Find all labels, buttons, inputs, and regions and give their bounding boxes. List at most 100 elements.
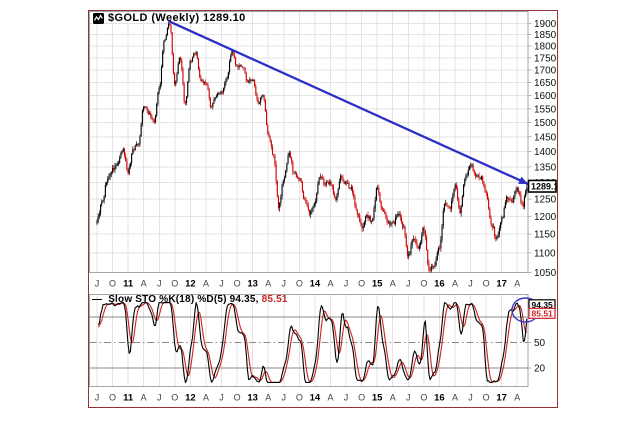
svg-text:1100: 1100 bbox=[534, 248, 556, 259]
svg-text:J: J bbox=[406, 279, 411, 289]
price-x-axis: J O 11 A J O 12 A J O 13 A J O 14 A J O 15 A J O 16 A J O 17 A bbox=[95, 279, 520, 290]
svg-text:1900: 1900 bbox=[534, 19, 557, 30]
svg-text:J: J bbox=[344, 279, 349, 289]
svg-text:O: O bbox=[483, 279, 490, 289]
svg-text:O: O bbox=[234, 393, 241, 403]
svg-text:O: O bbox=[296, 393, 303, 403]
trendline bbox=[168, 20, 530, 186]
svg-text:11: 11 bbox=[123, 393, 134, 404]
svg-text:11: 11 bbox=[123, 279, 134, 290]
svg-text:1289.10: 1289.10 bbox=[531, 182, 557, 192]
svg-text:13: 13 bbox=[247, 279, 258, 290]
svg-text:50: 50 bbox=[534, 338, 546, 349]
svg-text:1850: 1850 bbox=[534, 30, 557, 41]
svg-text:1600: 1600 bbox=[534, 91, 557, 102]
svg-text:A: A bbox=[265, 393, 271, 403]
svg-text:20: 20 bbox=[534, 364, 546, 375]
svg-text:O: O bbox=[109, 393, 116, 403]
svg-text:15: 15 bbox=[372, 279, 383, 290]
svg-text:1200: 1200 bbox=[534, 212, 557, 223]
svg-text:O: O bbox=[358, 393, 365, 403]
svg-text:J: J bbox=[219, 393, 224, 403]
svg-text:1400: 1400 bbox=[534, 147, 557, 158]
svg-text:O: O bbox=[171, 393, 178, 403]
svg-text:O: O bbox=[109, 279, 116, 289]
symbol-title-text: $GOLD (Weekly) 1289.10 bbox=[108, 12, 246, 24]
svg-text:J: J bbox=[406, 393, 411, 403]
svg-text:1350: 1350 bbox=[534, 162, 557, 173]
last-price-box: 1289.10 bbox=[527, 179, 564, 193]
svg-text:A: A bbox=[514, 279, 520, 289]
svg-text:14: 14 bbox=[310, 393, 321, 404]
svg-text:A: A bbox=[390, 393, 396, 403]
svg-text:16: 16 bbox=[434, 393, 445, 404]
svg-text:O: O bbox=[296, 279, 303, 289]
svg-text:J: J bbox=[468, 393, 473, 403]
svg-text:J: J bbox=[282, 393, 287, 403]
svg-text:J: J bbox=[157, 279, 162, 289]
svg-text:13: 13 bbox=[247, 393, 258, 404]
svg-text:1550: 1550 bbox=[534, 104, 557, 115]
svg-text:J: J bbox=[219, 279, 224, 289]
svg-text:A: A bbox=[265, 279, 271, 289]
stochastic-legend: — Slow STO %K(18) %D(5) 94.35, 85.51 bbox=[92, 294, 288, 305]
svg-text:12: 12 bbox=[185, 393, 196, 404]
svg-text:1650: 1650 bbox=[534, 78, 557, 89]
stochastic-legend-label: Slow STO %K(18) %D(5) bbox=[108, 294, 227, 305]
svg-text:O: O bbox=[234, 279, 241, 289]
stochastic-d-value: 85.51 bbox=[261, 294, 288, 305]
svg-text:O: O bbox=[358, 279, 365, 289]
chart-frame: $GOLD (Weekly) 1289.10 — Slow STO %K(18)… bbox=[88, 10, 564, 408]
svg-text:J: J bbox=[468, 279, 473, 289]
svg-text:1150: 1150 bbox=[534, 230, 556, 241]
svg-text:94.35: 94.35 bbox=[532, 300, 554, 310]
stoch-k-line bbox=[97, 302, 528, 383]
svg-text:J: J bbox=[282, 279, 287, 289]
chart-title: $GOLD (Weekly) 1289.10 bbox=[93, 12, 246, 24]
svg-text:O: O bbox=[171, 279, 178, 289]
svg-text:J: J bbox=[95, 393, 100, 403]
svg-text:14: 14 bbox=[310, 279, 321, 290]
plot-borders bbox=[89, 11, 529, 387]
stochastic-k-value: 94.35, bbox=[229, 294, 259, 305]
svg-text:A: A bbox=[390, 279, 396, 289]
svg-text:1450: 1450 bbox=[534, 132, 557, 143]
svg-text:16: 16 bbox=[434, 279, 445, 290]
svg-text:A: A bbox=[327, 393, 333, 403]
svg-text:O: O bbox=[420, 393, 427, 403]
stoch-ref-lines bbox=[89, 316, 528, 369]
svg-text:1750: 1750 bbox=[534, 53, 557, 64]
svg-text:A: A bbox=[203, 393, 209, 403]
svg-text:O: O bbox=[483, 393, 490, 403]
svg-text:J: J bbox=[344, 393, 349, 403]
chart-graphic: 1900185018001750170016501600155015001450… bbox=[89, 11, 564, 404]
svg-text:J: J bbox=[157, 393, 162, 403]
legend-line-sample: — bbox=[92, 294, 103, 305]
svg-text:A: A bbox=[203, 279, 209, 289]
stoch-x-axis: J O 11 A J O 12 A J O 13 A J O 14 A J O 15 A J O 16 A J O 17 A bbox=[95, 393, 520, 404]
svg-text:17: 17 bbox=[496, 279, 507, 290]
svg-text:A: A bbox=[141, 393, 147, 403]
svg-text:85.51: 85.51 bbox=[532, 308, 554, 318]
svg-text:1050: 1050 bbox=[534, 268, 557, 279]
stoch-y-axis: 50 20 bbox=[528, 338, 546, 375]
svg-text:12: 12 bbox=[185, 279, 196, 290]
svg-text:A: A bbox=[327, 279, 333, 289]
svg-text:17: 17 bbox=[496, 393, 507, 404]
svg-text:A: A bbox=[141, 279, 147, 289]
svg-text:A: A bbox=[452, 393, 458, 403]
svg-text:A: A bbox=[514, 393, 520, 403]
svg-text:A: A bbox=[452, 279, 458, 289]
chart-icon bbox=[93, 12, 104, 24]
svg-text:1250: 1250 bbox=[534, 195, 557, 206]
candlestick-series bbox=[96, 21, 528, 273]
svg-text:15: 15 bbox=[372, 393, 383, 404]
svg-text:1500: 1500 bbox=[534, 118, 557, 129]
svg-text:O: O bbox=[420, 279, 427, 289]
svg-text:1700: 1700 bbox=[534, 66, 557, 77]
svg-text:1800: 1800 bbox=[534, 42, 557, 53]
svg-text:J: J bbox=[95, 279, 100, 289]
